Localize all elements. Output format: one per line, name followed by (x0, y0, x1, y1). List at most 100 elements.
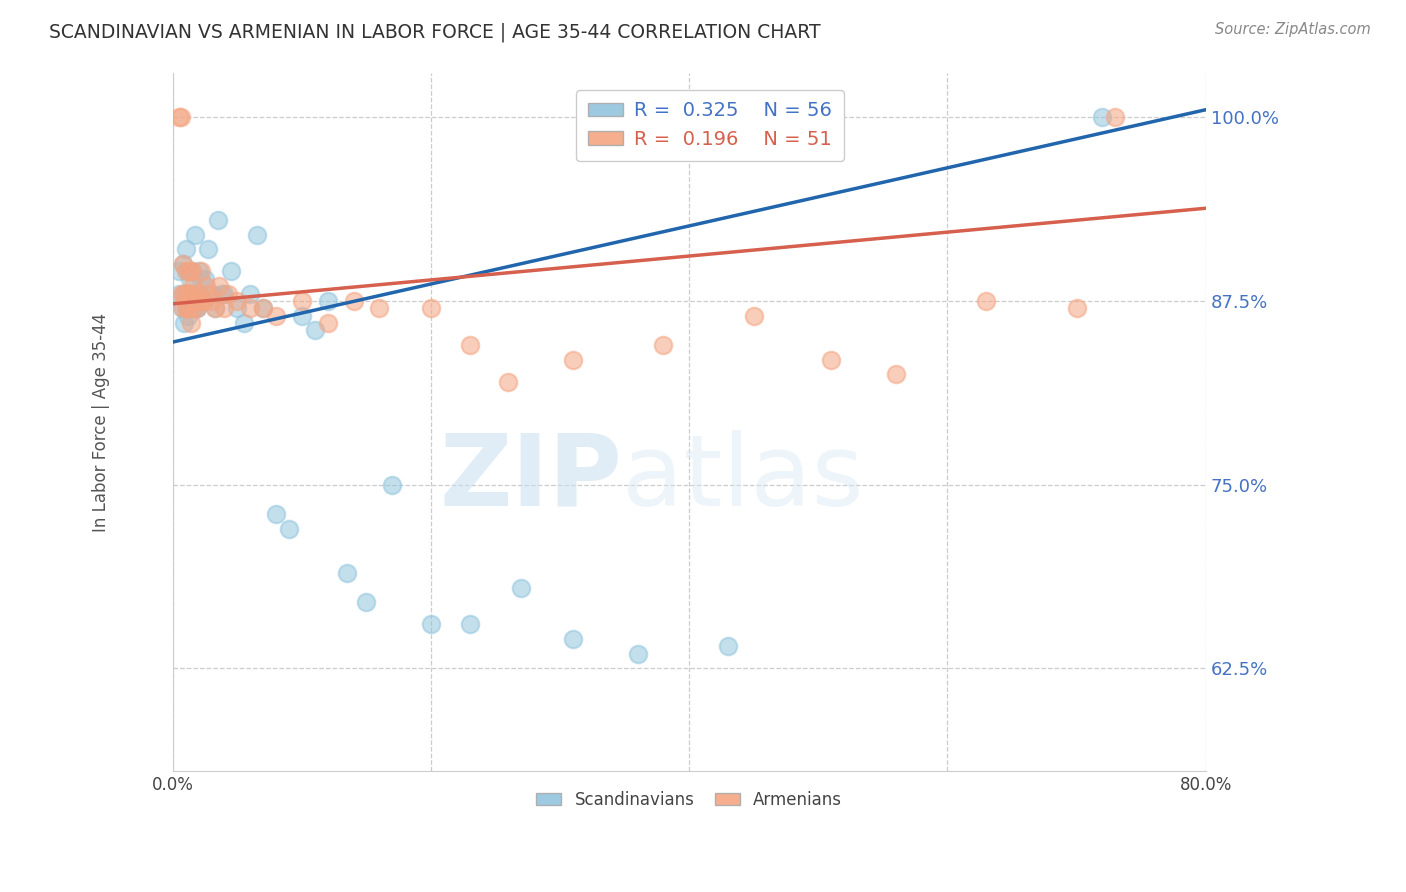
Point (820, 352, 842, 367)
Point (742, 309, 765, 323)
Point (169, 110, 191, 124)
Point (458, 617, 481, 632)
Point (172, 257, 194, 271)
Point (264, 507, 287, 521)
Point (291, 309, 314, 323)
Point (187, 286, 209, 301)
Point (176, 264, 198, 278)
Point (188, 286, 211, 301)
Point (252, 301, 274, 316)
Point (184, 301, 207, 316)
Point (184, 293, 207, 308)
Text: ZIP: ZIP (439, 430, 621, 526)
Point (214, 301, 236, 316)
Point (717, 640, 740, 654)
Point (1104, 110, 1126, 124)
Point (246, 227, 269, 242)
Point (172, 301, 194, 316)
Point (183, 293, 205, 308)
Point (204, 301, 226, 316)
Point (174, 293, 197, 308)
Point (291, 293, 314, 308)
Point (974, 293, 997, 308)
Point (174, 243, 197, 257)
Point (170, 301, 193, 316)
Point (176, 286, 198, 301)
Point (204, 301, 226, 316)
Point (179, 286, 201, 301)
Point (252, 301, 274, 316)
Point (174, 264, 197, 278)
Point (187, 264, 209, 278)
Point (179, 286, 201, 301)
Text: SCANDINAVIAN VS ARMENIAN IN LABOR FORCE | AGE 35-44 CORRELATION CHART: SCANDINAVIAN VS ARMENIAN IN LABOR FORCE … (49, 22, 821, 42)
Point (562, 352, 585, 367)
Point (173, 286, 195, 301)
Point (219, 264, 242, 278)
Point (232, 316, 254, 330)
Point (180, 293, 202, 308)
Point (180, 286, 202, 301)
Point (208, 279, 231, 293)
Point (316, 293, 339, 308)
Point (190, 272, 212, 286)
Point (184, 293, 207, 308)
Point (181, 301, 204, 316)
Point (169, 110, 191, 124)
Point (179, 264, 201, 278)
Point (174, 301, 197, 316)
Point (169, 286, 191, 301)
Point (173, 316, 195, 330)
Point (562, 632, 585, 646)
Point (191, 293, 214, 308)
Point (195, 279, 218, 293)
Point (226, 293, 249, 308)
Point (278, 522, 301, 536)
Point (183, 279, 205, 293)
Point (176, 293, 198, 308)
Point (498, 375, 520, 389)
Point (186, 301, 208, 316)
Point (188, 293, 211, 308)
Point (180, 316, 202, 330)
Point (193, 293, 215, 308)
Point (197, 243, 219, 257)
Point (342, 293, 364, 308)
Point (510, 581, 533, 595)
Point (207, 213, 229, 227)
Point (198, 286, 221, 301)
Point (184, 227, 207, 242)
Point (176, 301, 198, 316)
Point (194, 272, 217, 286)
Point (169, 264, 191, 278)
Point (458, 338, 481, 352)
Point (170, 286, 193, 301)
Point (181, 286, 204, 301)
Point (214, 286, 236, 301)
Point (652, 338, 675, 352)
Point (177, 309, 200, 323)
Point (316, 316, 339, 330)
Point (181, 264, 204, 278)
Point (381, 477, 404, 491)
Point (183, 301, 205, 316)
Point (420, 301, 443, 316)
Point (174, 286, 197, 301)
Point (186, 301, 208, 316)
Point (356, 595, 378, 609)
Point (200, 286, 222, 301)
Point (239, 286, 262, 301)
Point (177, 286, 200, 301)
Point (336, 566, 359, 580)
Point (264, 309, 287, 323)
Point (177, 301, 200, 316)
Point (180, 301, 202, 316)
Text: Source: ZipAtlas.com: Source: ZipAtlas.com (1215, 22, 1371, 37)
Point (304, 323, 326, 337)
Point (1091, 110, 1114, 124)
Point (179, 272, 201, 286)
Point (200, 293, 222, 308)
Point (172, 257, 194, 271)
Text: atlas: atlas (621, 430, 863, 526)
Point (211, 286, 233, 301)
